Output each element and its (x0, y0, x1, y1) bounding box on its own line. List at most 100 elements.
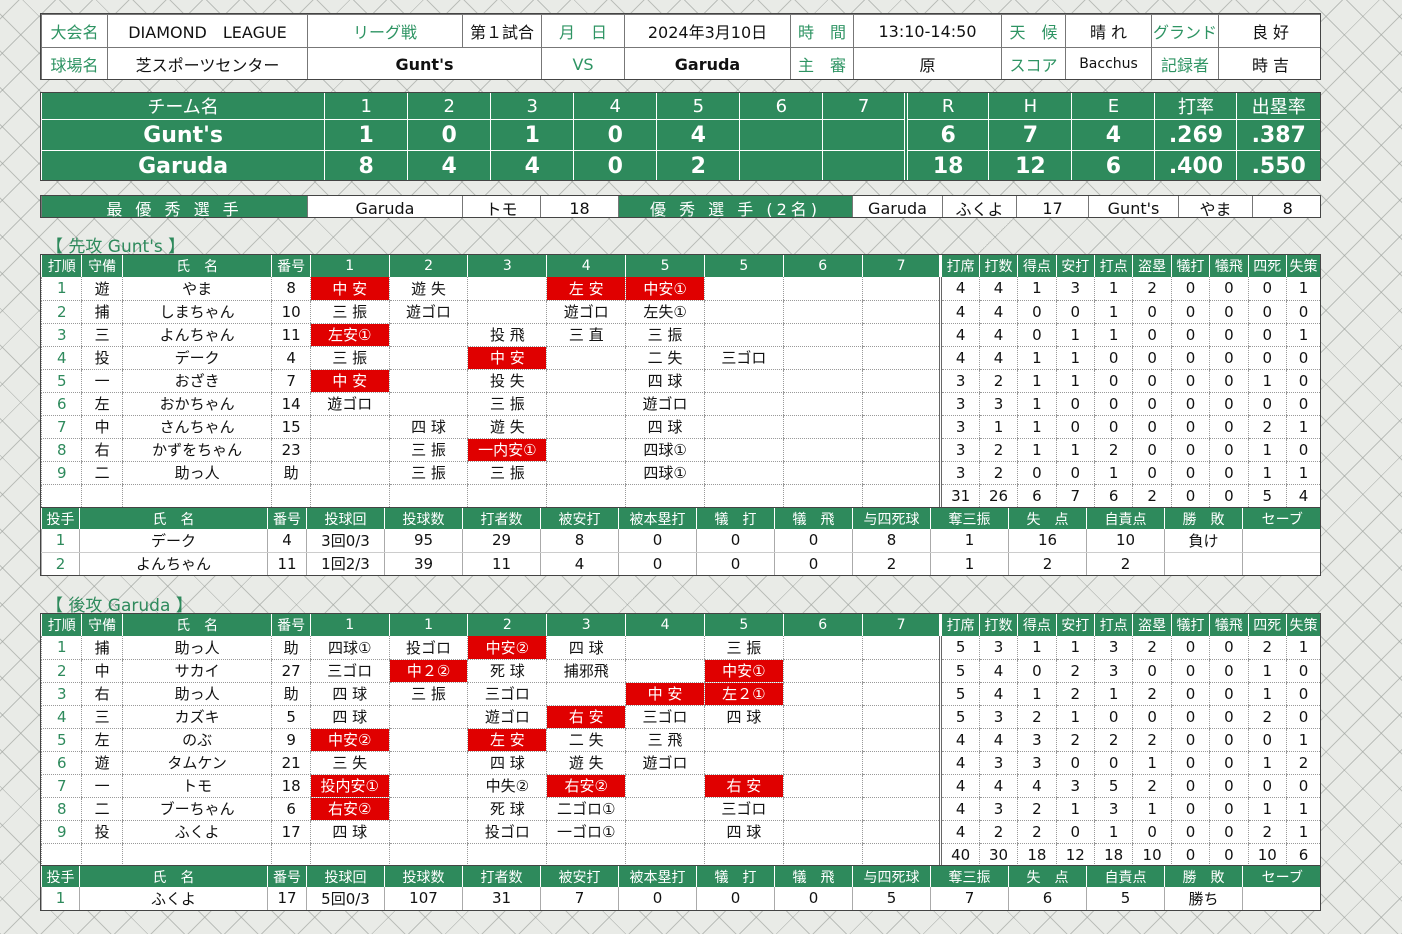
position: 二 (81, 461, 123, 485)
at-bat-result: 四 球 (625, 415, 705, 439)
total-stat: 6 (1093, 484, 1133, 507)
at-bat-result (861, 346, 941, 370)
batting-header: 打順 (41, 255, 82, 277)
batter-stat: 1 (1017, 415, 1057, 439)
stat-header: 犠飛 (1209, 614, 1249, 636)
at-bat-result: 中 安 (467, 346, 547, 370)
batter-stat: 0 (1170, 820, 1210, 844)
totals-blank (388, 843, 468, 865)
at-bat-result (861, 300, 941, 324)
game-date: 2024年3月10日 (624, 14, 791, 48)
pitcher-stat: ふくよ (79, 887, 268, 910)
batter-stat: 0 (1209, 820, 1249, 844)
player-number: 23 (271, 438, 311, 462)
at-bat-result: 中安① (625, 277, 705, 301)
score-cell: 0 (407, 119, 491, 151)
at-bat-result: 三ゴロ (467, 682, 547, 706)
at-bat-result (861, 415, 941, 439)
at-bat-result (782, 728, 863, 752)
batter-stat: 0 (1017, 323, 1057, 347)
at-bat-result: 中 安 (309, 277, 390, 301)
inning-header: 1 (309, 255, 390, 277)
batter-stat: 0 (1055, 751, 1095, 775)
at-bat-result (388, 392, 468, 416)
batter-stat: 0 (1170, 392, 1210, 416)
batter-stat: 0 (1093, 346, 1133, 370)
at-bat-result (388, 820, 468, 844)
batter-stat: 4 (939, 346, 980, 370)
pitching-header: 被本塁打 (618, 508, 697, 529)
batter-stat: 1 (1093, 682, 1133, 706)
game-number: 第１試合 (462, 14, 542, 48)
batter-row: 2 捕しまちゃん 10 三 振遊ゴロ 遊ゴロ 左失① 4 4 0 0 1 0 0 0 0 0 (41, 300, 1320, 324)
at-bat-result: 三ゴロ (625, 705, 705, 729)
pitching-header: 自責点 (1086, 508, 1165, 529)
totals-blank (81, 843, 123, 865)
score-cell: 6 (1071, 150, 1155, 180)
position: 投 (81, 346, 123, 370)
at-bat-result (388, 797, 468, 821)
score-cell: 4 (407, 150, 491, 180)
batter-stat: 0 (1285, 705, 1320, 729)
at-bat-result (782, 682, 863, 706)
mvp-name: トモ (462, 196, 541, 217)
at-bat-result (388, 323, 468, 347)
batter-stat: 2 (1247, 636, 1287, 660)
batter-stat: 4 (1017, 774, 1057, 798)
total-stat: 5 (1247, 484, 1287, 507)
at-bat-result (309, 461, 390, 485)
stat-header: 犠打 (1170, 255, 1210, 277)
at-bat-result: 四 球 (625, 369, 705, 393)
player-number: 7 (271, 369, 311, 393)
batter-stat: 2 (1247, 705, 1287, 729)
at-bat-result (546, 682, 626, 706)
at-bat-result: 四 球 (546, 636, 626, 660)
at-bat-result (703, 277, 784, 301)
player-number: 助 (271, 636, 311, 660)
player-number: 10 (271, 300, 311, 324)
position: 右 (81, 438, 123, 462)
position: 投 (81, 820, 123, 844)
at-bat-result: 投内安① (309, 774, 390, 798)
at-bat-result (782, 705, 863, 729)
player-name: ふくよ (121, 820, 272, 844)
batter-stat: 1 (1285, 461, 1320, 485)
batter-stat: 0 (1209, 369, 1249, 393)
batter-stat: 0 (1247, 774, 1287, 798)
recorder-label: 記録者 (1151, 47, 1219, 79)
score-cell (822, 150, 906, 180)
at-bat-result: 中２② (388, 659, 468, 683)
player-number: 5 (271, 705, 311, 729)
batting-order: 8 (41, 438, 82, 462)
batting-order: 4 (41, 705, 82, 729)
pitching-header: セーブ (1242, 866, 1320, 887)
batter-stat: 2 (1247, 415, 1287, 439)
total-stat: 18 (1093, 843, 1133, 865)
player-number: 4 (271, 346, 311, 370)
at-bat-result (782, 820, 863, 844)
score-cell: 1 (324, 119, 408, 151)
total-stat: 0 (1209, 843, 1249, 865)
batter-stat: 4 (978, 277, 1018, 301)
at-bat-result: 死 球 (467, 797, 547, 821)
at-bat-result (546, 461, 626, 485)
totals-blank (467, 484, 547, 507)
batter-stat: 0 (1055, 415, 1095, 439)
totals-blank (782, 484, 863, 507)
total-stat: 0 (1170, 843, 1210, 865)
player-number: 6 (271, 797, 311, 821)
player-name: おかちゃん (121, 392, 272, 416)
batter-stat: 3 (978, 392, 1018, 416)
score-cell: 4 (1071, 119, 1155, 151)
score-cell: 18 (903, 150, 989, 180)
position: 三 (81, 323, 123, 347)
batter-stat: 0 (1247, 323, 1287, 347)
batting-order: 6 (41, 392, 82, 416)
score-header-cell: 5 (656, 93, 740, 120)
batter-stat: 1 (1247, 659, 1287, 683)
at-bat-result (546, 415, 626, 439)
pitcher-stat: 5 (852, 887, 931, 910)
batter-stat: 1 (1285, 636, 1320, 660)
at-bat-result: 遊ゴロ (546, 300, 626, 324)
